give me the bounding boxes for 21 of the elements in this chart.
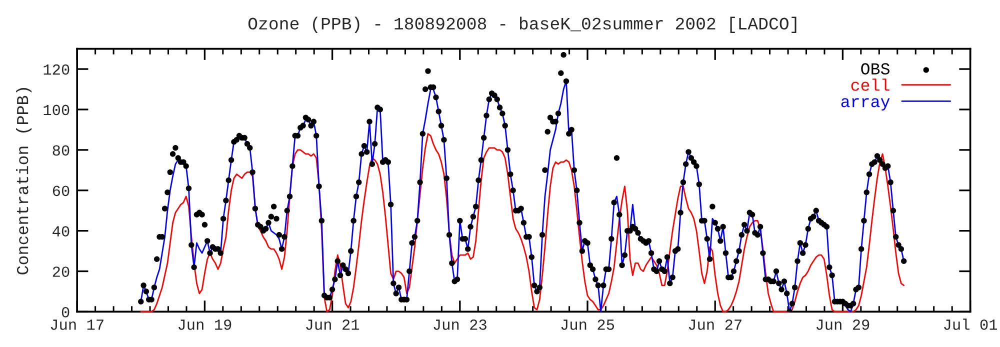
chart-title: Ozone (PPB) - 180892008 - baseK_02summer 2002 [LADCO]: [248, 16, 796, 33]
legend-label: array: [841, 98, 890, 111]
x-tick-label: Jun 17: [50, 320, 104, 330]
y-tick-label: 120: [44, 64, 70, 75]
y-tick-label: 80: [52, 145, 70, 156]
legend-label: OBS: [861, 63, 890, 74]
legend-label: cell: [851, 78, 890, 91]
y-tick-label: 0: [62, 307, 70, 318]
x-tick-label: Jun 23: [434, 320, 486, 330]
x-tick-label: Jun 27: [688, 320, 742, 330]
x-tick-label: Jun 29: [816, 320, 870, 330]
y-axis-title: Concentration (PPB): [16, 88, 32, 274]
y-tick-label: 20: [52, 266, 70, 277]
x-tick-label: Jun 21: [306, 320, 360, 330]
x-tick-label: Jul 01: [944, 318, 998, 330]
y-tick-label: 100: [44, 104, 70, 116]
y-tick-label: 40: [52, 226, 70, 237]
x-tick-label: Jun 25: [561, 320, 614, 330]
y-tick-label: 60: [52, 186, 70, 196]
line-series: [140, 133, 905, 312]
x-tick-label: Jun 19: [178, 320, 232, 330]
